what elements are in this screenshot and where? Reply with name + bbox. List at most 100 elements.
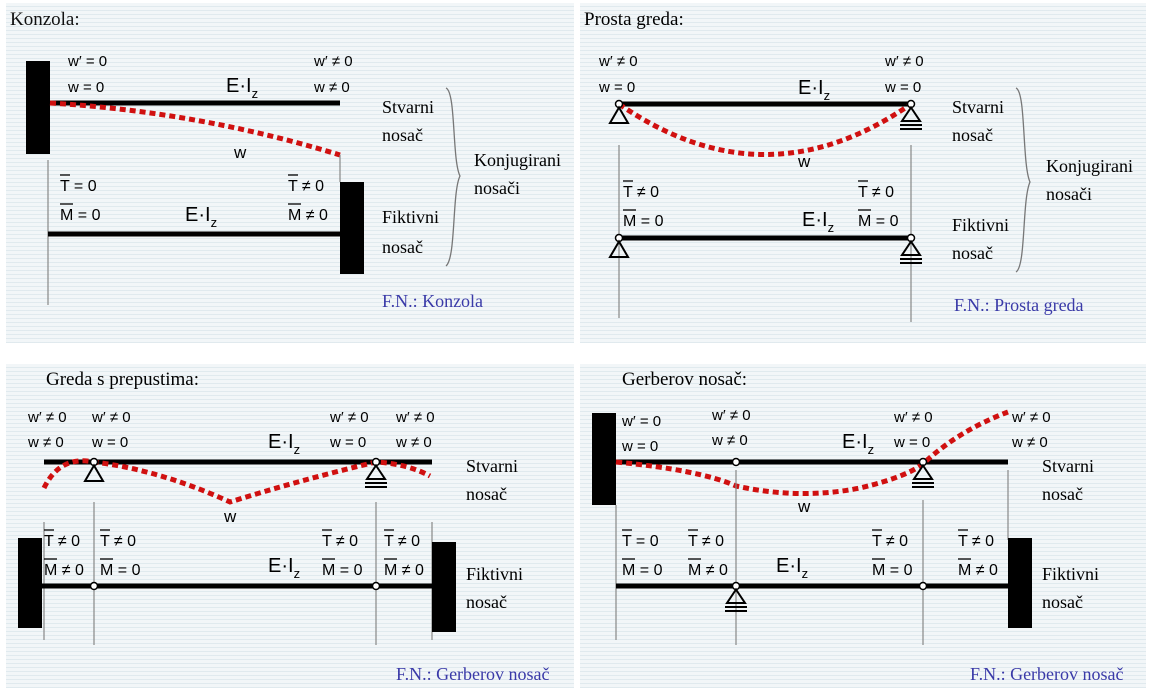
gerber-deflection-curve [615,409,1009,496]
gerber-ei-top: E·Iz [842,431,874,457]
gerber-b2-T: T ≠ 0 [688,533,724,550]
prepusti-c1-w: w ≠ 0 [27,434,64,451]
prepusti-ei-bottom: E·Iz [268,555,300,581]
gerber-c3-wp: w′ ≠ 0 [893,409,933,426]
gerberov-diagram: Gerberov nosač: w′ = 0 w = 0 w′ ≠ 0 w ≠ … [592,369,1124,684]
prepusti-fiktivni-2: nosač [466,592,507,612]
prepusti-fiktivni-1: Fiktivni [466,564,523,584]
prosta-greda-diagram: Prosta greda: w′ ≠ 0 w = 0 w′ ≠ 0 w = 0 … [584,9,1133,322]
gerber-c2-w: w ≠ 0 [711,432,748,449]
prosta-left-wp: w′ ≠ 0 [598,53,638,70]
prepusti-b1-T: T ≠ 0 [44,533,80,550]
gerber-fixed-support-right [1008,538,1032,628]
prosta-stvarni-2: nosač [952,125,993,145]
prepusti-fixed-support-right [432,542,456,632]
prepusti-b3-M: M = 0 [322,562,363,579]
prosta-konj-1: Konjugirani [1046,156,1133,176]
prepusti-c1-wp: w′ ≠ 0 [27,409,67,426]
konzola-left-T: T = 0 [60,178,97,195]
konzola-right-M: M ≠ 0 [288,207,328,224]
gerber-c4-w: w ≠ 0 [1011,434,1048,451]
gerber-fiktivni-2: nosač [1042,592,1083,612]
gerber-b1-T: T = 0 [622,533,659,550]
konzola-w-label: w [233,143,247,162]
konzola-left-wp: w′ = 0 [67,53,107,70]
gerber-c1-wp: w′ = 0 [621,413,661,430]
prepusti-c2-wp: w′ ≠ 0 [91,409,131,426]
konzola-fiktivni-2: nosač [382,237,423,257]
prosta-brace [1015,87,1031,273]
prepusti-caption: F.N.: Gerberov nosač [396,664,550,684]
prosta-left-M: M = 0 [623,213,664,230]
konzola-right-T: T ≠ 0 [288,178,324,195]
prosta-ei-bottom: E·Iz [802,209,834,235]
prepusti-b4-T: T ≠ 0 [384,533,420,550]
gerber-c4-wp: w′ ≠ 0 [1011,409,1051,426]
prosta-fiktivni-2: nosač [952,243,993,263]
konzola-left-M: M = 0 [60,207,101,224]
konzola-title: Konzola: [10,9,80,30]
prepusti-b4-M: M ≠ 0 [384,562,424,579]
prepusti-w-label: w [223,507,237,526]
konzola-deflection-curve [49,100,341,158]
prosta-w-label: w [797,152,811,171]
prepusti-stvarni-1: Stvarni [466,456,518,476]
prosta-ei-top: E·Iz [798,77,830,103]
prosta-title: Prosta greda: [584,9,684,30]
prepusti-c2-w: w = 0 [91,434,128,451]
panel-gerberov-nosac [580,364,1146,688]
gerber-b3-M: M = 0 [872,562,913,579]
prepusti-c4-wp: w′ ≠ 0 [395,409,435,426]
prepusti-deflection-curve [41,458,432,505]
gerber-b4-M: M ≠ 0 [958,562,998,579]
prepusti-b2-M: M = 0 [100,562,141,579]
prepusti-b2-T: T ≠ 0 [100,533,136,550]
prepusti-b3-T: T ≠ 0 [322,533,358,550]
konzola-right-w: w ≠ 0 [313,79,350,96]
prosta-fiktivni-1: Fiktivni [952,215,1009,235]
gerber-b4-T: T ≠ 0 [958,533,994,550]
konzola-fixed-support-left [26,61,50,154]
gerber-w-label: w [797,497,811,516]
gerber-hinge-bottom [918,581,928,591]
gerber-b2-M: M ≠ 0 [688,562,728,579]
panel-greda-s-prepustima [6,364,574,688]
prosta-right-wp: w′ ≠ 0 [884,53,924,70]
prosta-stvarni-1: Stvarni [952,97,1004,117]
gerber-hinge-top [731,457,741,467]
panel-konzola [6,3,574,343]
prosta-left-w: w = 0 [598,79,635,96]
prepusti-title: Greda s prepustima: [46,369,199,390]
gerber-fixed-support-left [592,413,616,505]
gerber-ei-bottom: E·Iz [776,555,808,581]
prepusti-stvarni-2: nosač [466,484,507,504]
prepusti-fixed-support-left [18,538,42,628]
prosta-right-M: M = 0 [858,213,899,230]
konzola-fixed-support-right [340,182,364,274]
konzola-right-wp: w′ ≠ 0 [313,53,353,70]
prepusti-hinge-left [89,581,99,591]
gerber-title: Gerberov nosač: [622,369,747,390]
gerber-caption: F.N.: Gerberov nosač [970,664,1124,684]
gerber-b3-T: T ≠ 0 [872,533,908,550]
prepusti-c3-w: w = 0 [329,434,366,451]
konzola-diagram: Konzola: w′ = 0 w = 0 w′ ≠ 0 w ≠ 0 E·Iz … [10,9,561,311]
konzola-fiktivni-1: Fiktivni [382,207,439,227]
gerber-stvarni-2: nosač [1042,484,1083,504]
greda-prepusti-diagram: Greda s prepustima: w′ ≠ 0 w ≠ 0 w′ ≠ 0 … [18,369,550,684]
prosta-right-T: T ≠ 0 [858,184,894,201]
konzola-stvarni-1: Stvarni [382,97,434,117]
gerber-b1-M: M = 0 [622,562,663,579]
prepusti-c3-wp: w′ ≠ 0 [329,409,369,426]
gerber-stvarni-1: Stvarni [1042,456,1094,476]
prosta-right-w: w = 0 [884,79,921,96]
konzola-brace [445,87,461,267]
prosta-left-T: T ≠ 0 [623,184,659,201]
konzola-ei-bottom: E·Iz [185,204,217,230]
prepusti-ei-top: E·Iz [268,431,300,457]
panel-prosta-greda [580,3,1146,343]
prosta-caption: F.N.: Prosta greda [954,295,1084,315]
gerber-c1-w: w = 0 [621,438,658,455]
konzola-ei-top: E·Iz [226,75,258,101]
